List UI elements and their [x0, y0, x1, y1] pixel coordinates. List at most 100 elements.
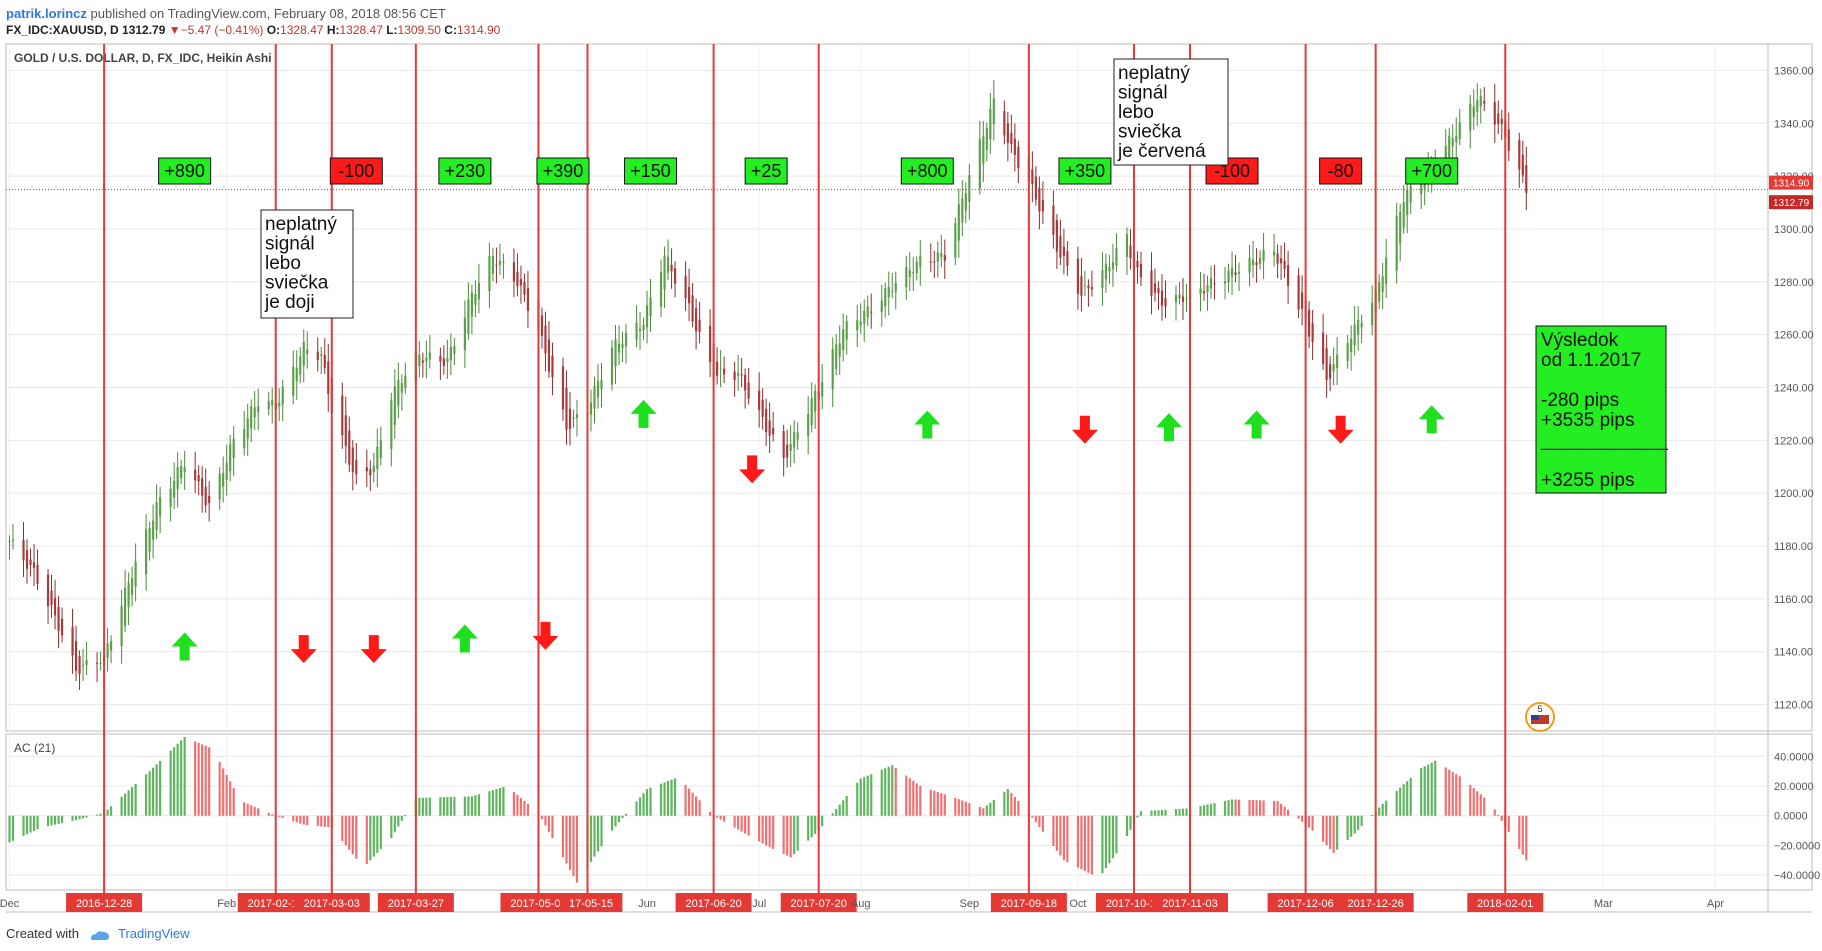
candle-body: [1336, 354, 1339, 368]
ac-bar: [1003, 791, 1006, 816]
candle-body: [341, 395, 344, 436]
ac-bar: [134, 783, 137, 816]
candle-body: [982, 136, 985, 164]
candle-body: [1371, 302, 1374, 326]
symbol-info: FX_IDC:XAUUSD, D 1312.79 ▼−5.47 (−0.41%)…: [6, 23, 500, 37]
ac-bar: [1041, 815, 1044, 832]
ac-bar: [670, 779, 673, 816]
ac-bar: [908, 778, 911, 816]
candle-body: [267, 401, 270, 410]
price-chart[interactable]: 1120.00 1140.00 1160.00 1180.00 1200.00 1220.…: [0, 40, 1822, 924]
ac-bar: [565, 815, 568, 864]
ac-bar: [551, 815, 554, 839]
ac-bar: [467, 796, 470, 816]
candle-body: [1080, 276, 1083, 296]
price-tick-label: 1180.00: [1774, 541, 1813, 553]
summary-line: -280 pips: [1541, 390, 1619, 411]
candle-body: [60, 618, 64, 636]
ac-bar: [295, 815, 298, 823]
open-label: O:: [266, 23, 281, 37]
up-arrow-icon: [630, 399, 657, 428]
candle-body: [691, 295, 694, 322]
candle-body: [81, 664, 85, 666]
time-tick-label: 2017-03-27: [388, 898, 444, 910]
candle-body: [1237, 271, 1241, 274]
ac-bar: [183, 736, 186, 816]
candle-body: [719, 368, 722, 370]
time-tick-label: Aug: [851, 898, 871, 910]
candle-body: [155, 502, 158, 531]
ac-bar: [691, 792, 694, 816]
candle-body: [519, 278, 523, 286]
candle-body: [859, 321, 862, 326]
candle-body: [1258, 257, 1262, 264]
ac-bar: [1111, 815, 1115, 859]
candle-body: [302, 342, 305, 366]
ac-bar: [915, 783, 918, 816]
ac-bar: [782, 815, 785, 854]
candle-body: [474, 293, 477, 305]
candle-body: [372, 465, 375, 473]
candle-body: [1279, 258, 1283, 264]
author-link[interactable]: patrik.lorincz: [6, 6, 87, 21]
ac-bar: [796, 815, 799, 851]
candle-body: [940, 252, 943, 258]
ac-bar: [474, 795, 477, 816]
ac-bar: [1076, 815, 1079, 868]
ac-bar: [568, 815, 572, 870]
candle-body: [369, 469, 372, 476]
candle-body: [225, 462, 228, 480]
ac-bar: [397, 815, 400, 827]
candle-body: [929, 261, 932, 263]
ac-bar: [46, 815, 50, 827]
candle-body: [1378, 282, 1381, 302]
ac-bar: [687, 788, 691, 816]
ac-bar: [1420, 768, 1423, 816]
ac-bar: [940, 793, 943, 816]
candle-body: [348, 430, 351, 465]
candle-body: [1329, 364, 1332, 379]
candle-body: [453, 346, 456, 354]
time-label-box: [500, 893, 577, 912]
candle-body: [1311, 323, 1314, 342]
ac-bar: [912, 780, 915, 816]
candle-body: [467, 299, 470, 334]
time-tick-label: Mar: [1594, 898, 1613, 910]
ac-bar: [596, 815, 600, 852]
candle-body: [617, 343, 621, 353]
candle-body: [635, 322, 638, 340]
candle-body: [1150, 270, 1153, 296]
ac-bar: [786, 815, 789, 856]
ac-bar: [306, 815, 309, 825]
ac-bar: [1346, 815, 1349, 840]
candle-body: [1469, 103, 1472, 131]
candle-body: [747, 382, 750, 399]
candle-body: [1038, 188, 1041, 212]
ac-bar: [789, 815, 792, 858]
candle-body: [933, 261, 936, 263]
ac-bar: [1451, 771, 1454, 816]
ac-bar: [292, 815, 295, 822]
candle-body: [208, 496, 211, 504]
candle-body: [218, 473, 221, 500]
candle-body: [621, 344, 624, 349]
candle-body: [201, 478, 204, 496]
candle-body: [985, 128, 988, 151]
candle-body: [1213, 283, 1216, 285]
ac-bar: [355, 815, 358, 859]
candle-body: [565, 387, 568, 430]
time-label-box: [293, 893, 370, 912]
time-tick-label: Oct: [1069, 898, 1086, 910]
time-label-box: [1267, 893, 1344, 912]
up-arrow-icon: [171, 632, 198, 661]
time-label-box: [377, 893, 454, 912]
ac-bar: [1034, 815, 1037, 823]
ac-bar: [180, 740, 183, 816]
tradingview-link[interactable]: TradingView: [118, 926, 190, 941]
candle-body: [379, 440, 382, 458]
result-badge: [1058, 157, 1112, 185]
result-badge-text: +25: [751, 161, 782, 181]
time-label-box: [675, 893, 752, 912]
candle-body: [327, 361, 330, 395]
candle-body: [1287, 264, 1290, 286]
